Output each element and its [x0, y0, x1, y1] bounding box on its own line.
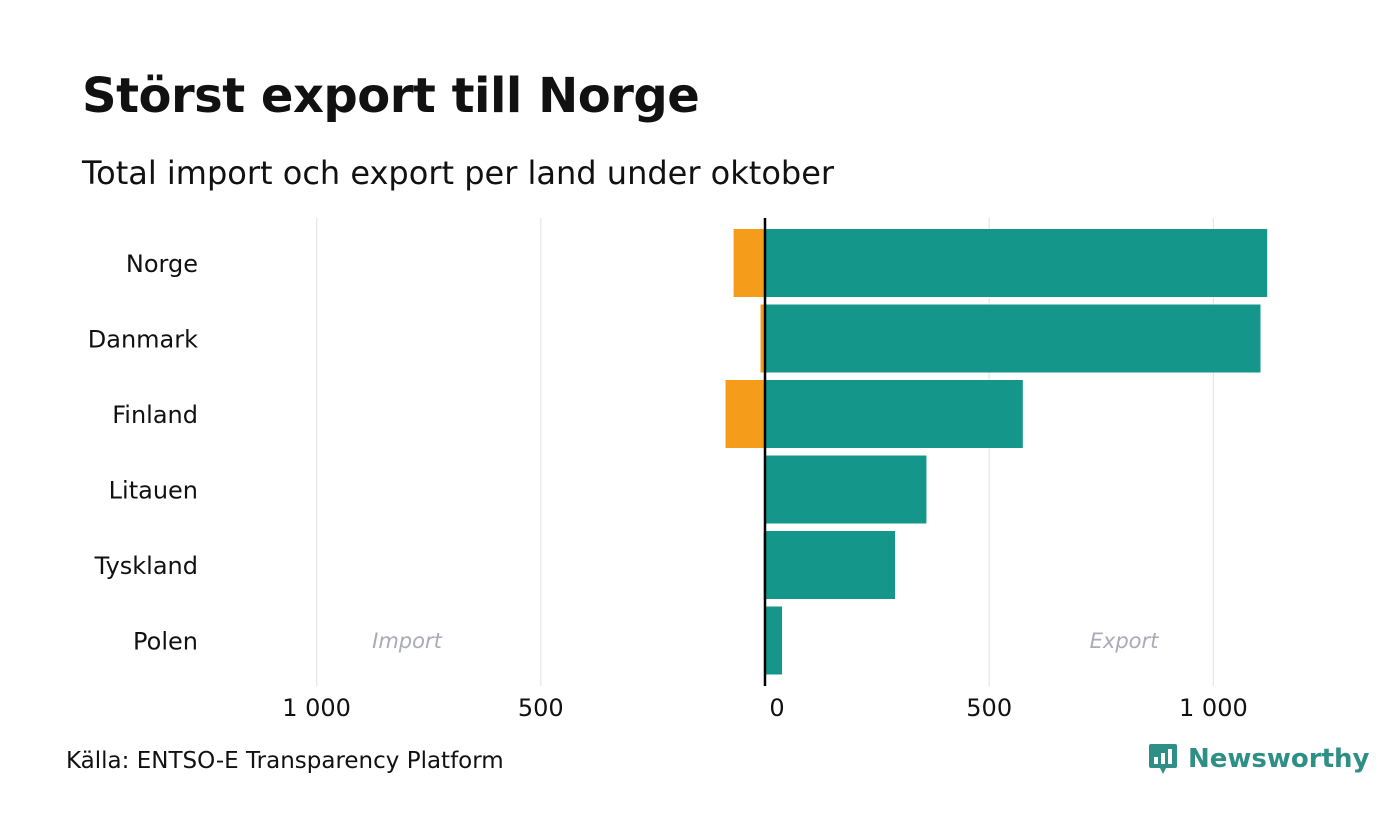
- bars: [725, 229, 1268, 675]
- export-bar: [765, 531, 896, 599]
- category-label: Norge: [126, 250, 198, 278]
- category-label: Litauen: [109, 477, 198, 505]
- category-label: Finland: [112, 401, 198, 429]
- export-bar: [765, 229, 1268, 297]
- import-side-label: Import: [372, 629, 442, 653]
- brand-logo: Newsworthy: [1148, 742, 1369, 776]
- x-tick-label: 500: [966, 694, 1012, 722]
- x-tick-label: 500: [518, 694, 564, 722]
- import-bar: [725, 380, 765, 448]
- x-tick-label: 0: [769, 694, 784, 722]
- import-bar: [733, 229, 765, 297]
- category-label: Tyskland: [94, 552, 198, 580]
- import-bar: [760, 304, 765, 373]
- export-bar: [765, 304, 1261, 373]
- brand-name: Newsworthy: [1188, 744, 1370, 774]
- category-label: Danmark: [88, 326, 198, 354]
- export-bar: [765, 380, 1023, 448]
- export-bar: [765, 455, 927, 524]
- chart-title: Störst export till Norge: [82, 68, 700, 124]
- category-labels: Norge Danmark Finland Litauen Tyskland Polen: [88, 250, 198, 656]
- chart-subtitle: Total import och export per land under o…: [82, 154, 835, 192]
- x-axis-ticks: 1 000 500 0 500 1 000: [282, 694, 1248, 722]
- export-bar: [765, 606, 783, 675]
- x-tick-label: 1 000: [282, 694, 351, 722]
- export-side-label: Export: [1090, 629, 1160, 653]
- x-tick-label: 1 000: [1179, 694, 1248, 722]
- bar-chart-speech-bubble-icon: [1149, 744, 1177, 774]
- source-note: Källa: ENTSO-E Transparency Platform: [66, 748, 504, 774]
- category-label: Polen: [133, 628, 198, 656]
